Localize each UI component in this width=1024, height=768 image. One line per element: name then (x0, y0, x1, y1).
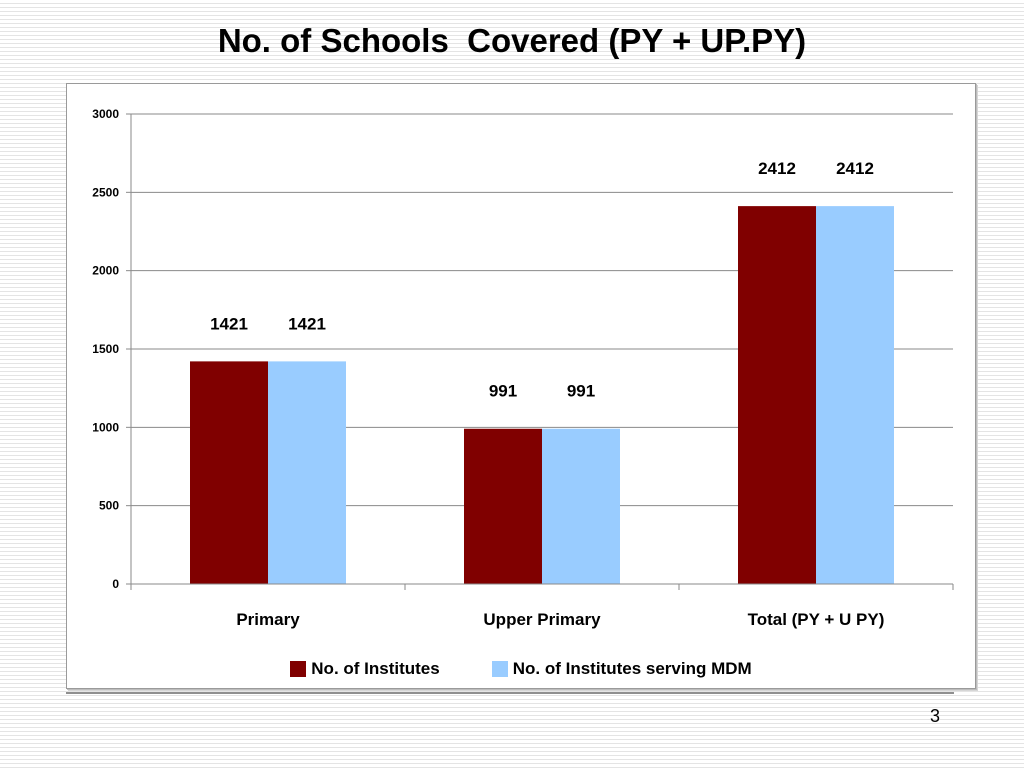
bar-0-1 (268, 361, 346, 584)
legend-item-mdm: No. of Institutes serving MDM (491, 659, 752, 679)
legend-swatch-mdm (491, 661, 508, 677)
data-label-0-0: 1421 (210, 314, 248, 333)
labels: 0 500 1000 1500 2000 2500 3000 1421 1421 Primary 9… (92, 107, 884, 629)
bar-1-1 (542, 428, 620, 584)
bar-2-1 (816, 206, 894, 584)
data-label-2-1: 2412 (836, 159, 874, 178)
legend-swatch-institutes (290, 661, 307, 677)
bar-1-0 (464, 428, 542, 584)
y-tick-label-1000: 1000 (92, 420, 119, 434)
slide-title: No. of Schools Covered (PY + UP.PY) (217, 22, 807, 59)
bar-chart: 0 500 1000 1500 2000 2500 3000 1421 1421 Primary 9… (92, 107, 954, 629)
y-tick-label-0: 0 (112, 577, 119, 591)
data-label-1-0: 991 (489, 382, 517, 401)
legend-item-institutes: No. of Institutes (290, 659, 440, 679)
bar-2-0 (738, 206, 816, 584)
page-number: 3 (930, 706, 941, 726)
y-tick-label-1500: 1500 (92, 342, 119, 356)
bar-0-0 (190, 361, 268, 584)
legend-label-mdm: No. of Institutes serving MDM (512, 659, 752, 678)
y-tick-label-500: 500 (99, 499, 119, 513)
category-label-0: Primary (236, 610, 300, 629)
chart-area: 0 500 1000 1500 2000 2500 3000 1421 1421 Primary 9… (66, 83, 976, 689)
y-tick-label-2000: 2000 (92, 264, 119, 278)
axes (126, 113, 954, 590)
data-label-1-1: 991 (567, 382, 595, 401)
data-label-2-0: 2412 (758, 159, 796, 178)
bars (190, 206, 894, 584)
category-label-1: Upper Primary (483, 610, 601, 629)
bottom-rule (66, 692, 954, 694)
legend-label-institutes: No. of Institutes (311, 659, 440, 678)
legend: No. of Institutes No. of Institutes serv… (67, 659, 975, 679)
y-tick-label-2500: 2500 (92, 185, 119, 199)
category-label-2: Total (PY + U PY) (748, 610, 885, 629)
data-label-0-1: 1421 (288, 314, 326, 333)
y-tick-label-3000: 3000 (92, 107, 119, 121)
